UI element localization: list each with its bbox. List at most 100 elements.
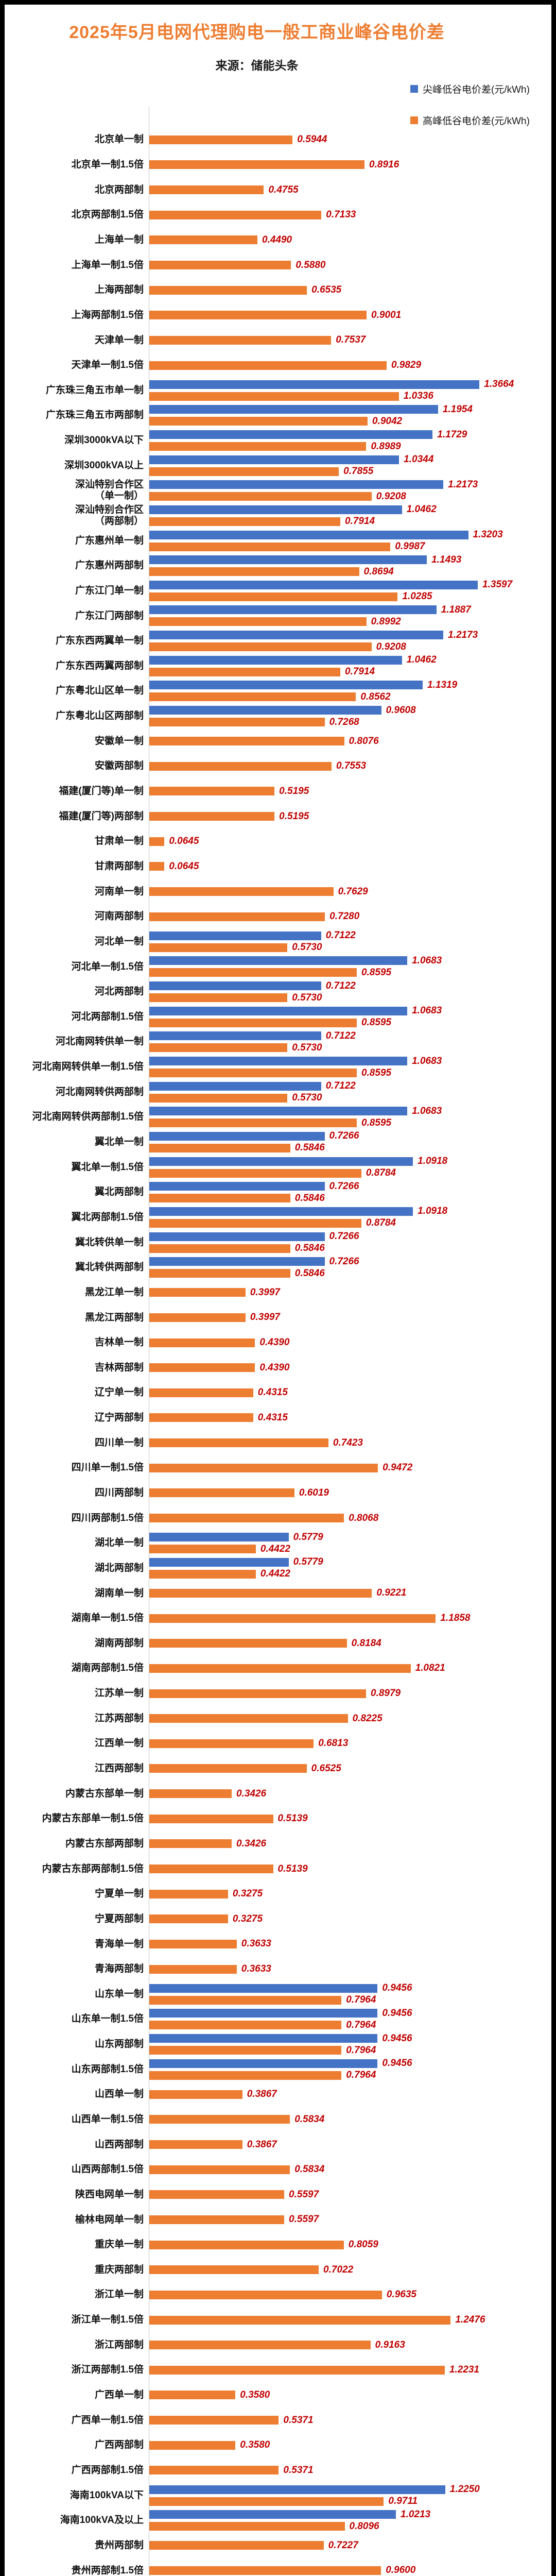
category-label: 深圳3000kVA以上 [64, 460, 144, 471]
bar-group: 1.0462 0.7914 [149, 654, 551, 677]
bar-group: 0.3633 [149, 1963, 551, 1974]
bar-group: 0.9456 0.7964 [149, 2033, 551, 2056]
value-label: 1.0683 [412, 1105, 442, 1116]
value-label: 1.0683 [412, 1055, 442, 1066]
bar-line: 1.0918 [149, 1156, 551, 1166]
category-row: 上海单一制1.5倍 0.5880 [5, 252, 551, 278]
category-label: 浙江单一制 [94, 2289, 144, 2300]
high-valley-bar [149, 335, 332, 345]
value-label: 0.4315 [257, 1387, 288, 1398]
category-label: 河南单一制 [94, 886, 144, 897]
value-label: 1.1729 [437, 429, 467, 440]
high-valley-bar [149, 1069, 357, 1078]
bar-line: 0.8992 [149, 616, 551, 627]
peak-valley-bar [149, 2034, 378, 2043]
bar-line: 0.9829 [149, 360, 551, 370]
bar-group: 0.6525 [149, 1762, 551, 1774]
peak-valley-bar [149, 1533, 289, 1542]
bar-group: 0.0645 [149, 836, 551, 846]
bar-group: 0.4315 [149, 1387, 551, 1398]
value-label: 1.3664 [484, 379, 514, 390]
category-label: 上海两部制1.5倍 [71, 309, 144, 320]
bar-line: 0.8916 [149, 159, 551, 170]
high-valley-bar [149, 1588, 372, 1598]
category-row: 山西单一制1.5倍 0.5834 [5, 2107, 551, 2132]
bar-line: 0.7122 [149, 1030, 551, 1041]
bar-group: 1.1319 0.8562 [149, 680, 551, 702]
category-label: 宁夏两部制 [94, 1913, 144, 1924]
bar-line: 1.3203 [149, 529, 551, 540]
bar-line: 0.3867 [149, 2139, 551, 2150]
bar-line: 0.3633 [149, 1963, 551, 1974]
category-label: 北京单一制 [94, 134, 144, 145]
bar-group: 0.8979 [149, 1688, 551, 1699]
category-row: 深圳3000kVA以下 1.1729 0.8989 [5, 428, 551, 453]
bar-line: 0.8068 [149, 1513, 551, 1523]
bar-line: 0.3633 [149, 1938, 551, 1949]
category-label: 广东东西两翼单一制 [55, 635, 144, 647]
bar-line: 0.7914 [149, 666, 551, 677]
bar-line: 0.4755 [149, 184, 551, 195]
peak-valley-bar [149, 505, 402, 514]
category-row: 山西两部制 0.3867 [5, 2132, 551, 2157]
value-label: 0.3997 [250, 1286, 280, 1298]
value-label: 0.8595 [361, 1117, 392, 1128]
category-row: 河北南网转供单一制1.5倍 1.0683 0.8595 [5, 1055, 551, 1080]
category-row: 山西两部制1.5倍 0.5834 [5, 2157, 551, 2182]
category-row: 江西两部制 0.6525 [5, 1756, 551, 1782]
legend-item-high: 高峰低谷电价差(元/kWh) [410, 113, 530, 127]
bar-line: 1.0462 [149, 504, 551, 515]
high-valley-bar [149, 285, 307, 295]
value-label: 0.8784 [366, 1217, 396, 1229]
bar-group: 0.5371 [149, 2465, 551, 2476]
value-label: 0.3275 [232, 1913, 263, 1924]
category-label: 河北两部制1.5倍 [71, 1011, 144, 1022]
legend-item-peak: 尖峰低谷电价差(元/kWh) [410, 82, 530, 96]
bar-group: 1.1858 [149, 1613, 551, 1623]
category-row: 山东两部制1.5倍 0.9456 0.7964 [5, 2057, 551, 2082]
value-label: 0.6525 [311, 1762, 341, 1774]
category-label: 重庆单一制 [94, 2239, 144, 2250]
value-label: 0.5834 [294, 2164, 325, 2175]
category-label: 山东两部制1.5倍 [71, 2063, 144, 2075]
value-label: 0.5779 [293, 1531, 323, 1543]
bar-group: 0.7266 0.5846 [149, 1231, 551, 1253]
high-valley-bar [149, 1043, 288, 1053]
bar-line: 0.8076 [149, 736, 551, 747]
peak-valley-bar [149, 1232, 325, 1241]
value-label: 1.0285 [402, 591, 432, 602]
category-label: 天津单一制 [94, 334, 144, 346]
bar-group: 0.9635 [149, 2289, 551, 2300]
bar-line: 1.2250 [149, 2484, 551, 2495]
high-valley-bar [149, 2522, 345, 2531]
value-label: 0.9456 [382, 2058, 412, 2069]
value-label: 0.8096 [349, 2520, 379, 2532]
category-row: 安徽两部制 0.7553 [5, 754, 551, 779]
bar-group: 0.3867 [149, 2139, 551, 2150]
value-label: 0.9472 [383, 1462, 413, 1473]
bar-line: 0.7227 [149, 2540, 551, 2551]
peak-valley-bar [149, 681, 423, 690]
category-label: 山西单一制1.5倍 [71, 2114, 144, 2125]
category-label: 北京两部制 [94, 184, 144, 195]
category-label: 广东东西两翼两部制 [55, 660, 144, 671]
bar-group: 1.0344 0.7855 [149, 454, 551, 477]
value-label: 0.8562 [360, 691, 391, 702]
bar-line: 0.4490 [149, 234, 551, 245]
value-label: 0.4755 [268, 184, 299, 195]
bar-group: 0.9163 [149, 2340, 551, 2350]
value-label: 0.9208 [376, 490, 406, 502]
peak-valley-bar [149, 530, 468, 539]
value-label: 0.7133 [326, 209, 356, 221]
bar-group: 1.3597 1.0285 [149, 579, 551, 602]
bar-group: 0.8225 [149, 1713, 551, 1724]
high-valley-bar [149, 912, 325, 921]
high-valley-bar [149, 1438, 328, 1448]
legend-label: 尖峰低谷电价差(元/kWh) [423, 84, 530, 95]
bar-line: 0.8989 [149, 441, 551, 452]
value-label: 1.0821 [415, 1663, 445, 1674]
peak-valley-bar [149, 1006, 408, 1015]
bar-group: 0.6019 [149, 1487, 551, 1498]
category-label: 河北南网转供两部制 [55, 1086, 144, 1097]
bar-group: 0.4315 [149, 1412, 551, 1423]
